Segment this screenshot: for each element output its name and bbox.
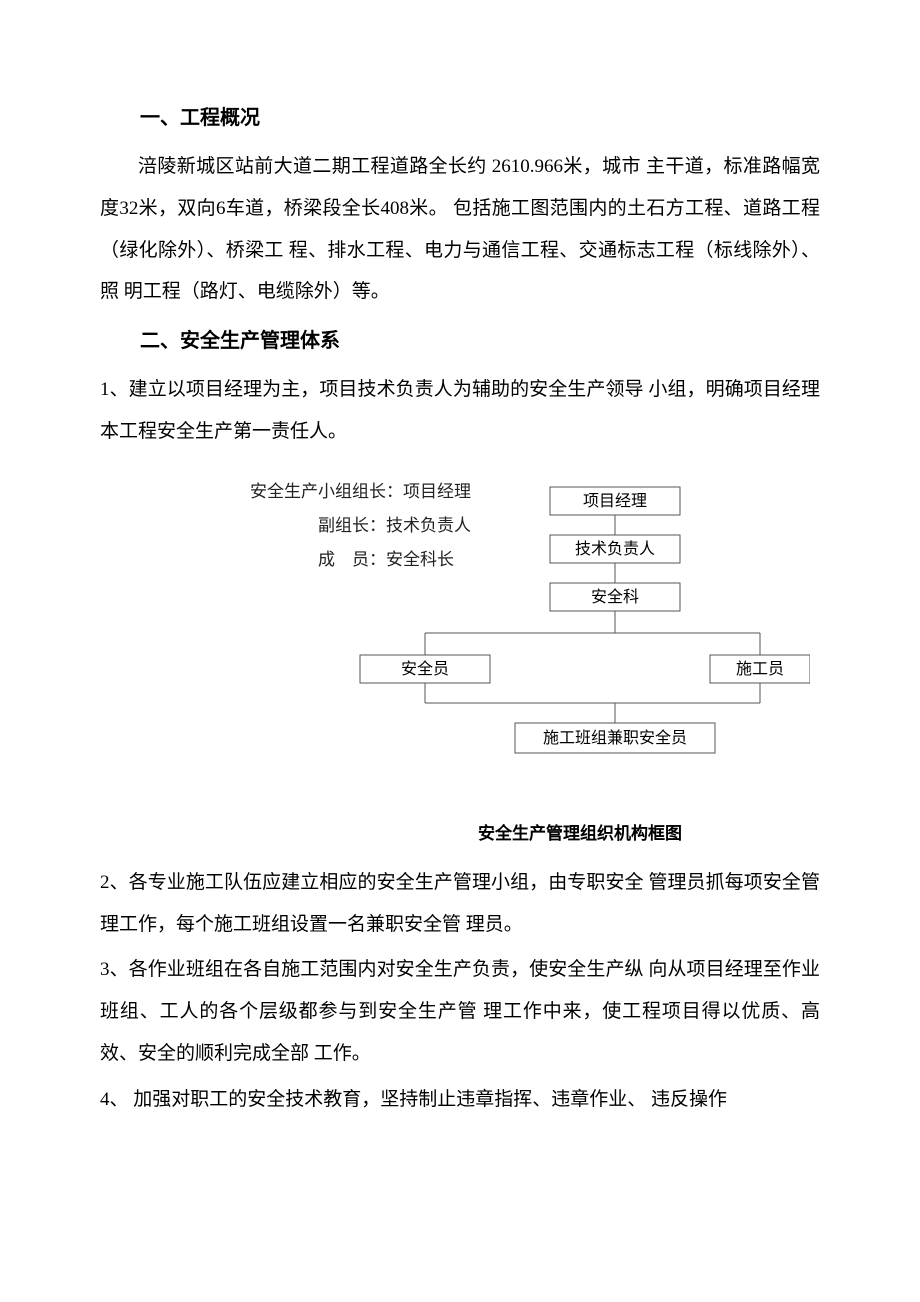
section-2-paragraph-1: 1、建立以项目经理为主，项目技术负责人为辅助的安全生产领导 小组，明确项目经理本… xyxy=(100,369,820,453)
document-page: 一、工程概况 涪陵新城区站前大道二期工程道路全长约 2610.966米，城市 主… xyxy=(0,0,920,1302)
section-1-paragraph-1: 涪陵新城区站前大道二期工程道路全长约 2610.966米，城市 主干道，标准路幅… xyxy=(100,146,820,313)
node-project-manager: 项目经理 xyxy=(550,487,680,515)
org-chart-caption: 安全生产管理组织机构框图 xyxy=(340,819,820,844)
node-safety-dept-label: 安全科 xyxy=(591,588,639,606)
section-2-paragraph-2: 2、各专业施工队伍应建立相应的安全生产管理小组，由专职安全 管理员抓每项安全管理… xyxy=(100,862,820,946)
node-project-manager-label: 项目经理 xyxy=(583,492,647,510)
node-safety-dept: 安全科 xyxy=(550,583,680,611)
node-team-safety-officer: 施工班组兼职安全员 xyxy=(515,723,715,753)
org-chart-diagram: 安全生产小组组长：项目经理 副组长：技术负责人 成 员：安全科长 项目经理 技术… xyxy=(100,471,820,811)
section-2-paragraph-3: 3、各作业班组在各自施工范围内对安全生产负责，使安全生产纵 向从项目经理至作业班… xyxy=(100,949,820,1074)
node-tech-lead: 技术负责人 xyxy=(550,535,680,563)
node-safety-officer-label: 安全员 xyxy=(401,660,449,678)
section-2-paragraph-4: 4、 加强对职工的安全技术教育，坚持制止违章指挥、违章作业、 违反操作 xyxy=(100,1079,820,1121)
section-2-heading: 二、安全生产管理体系 xyxy=(100,319,820,363)
node-safety-officer: 安全员 xyxy=(360,655,490,683)
node-construction-staff: 施工员 xyxy=(710,655,810,683)
section-1-heading: 一、工程概况 xyxy=(100,96,820,140)
org-chart-svg: 项目经理 技术负责人 安全科 安全员 施工员 施工班组兼职安全员 xyxy=(250,471,810,771)
node-tech-lead-label: 技术负责人 xyxy=(575,540,655,558)
node-team-safety-officer-label: 施工班组兼职安全员 xyxy=(543,729,687,747)
node-construction-staff-label: 施工员 xyxy=(736,660,784,678)
